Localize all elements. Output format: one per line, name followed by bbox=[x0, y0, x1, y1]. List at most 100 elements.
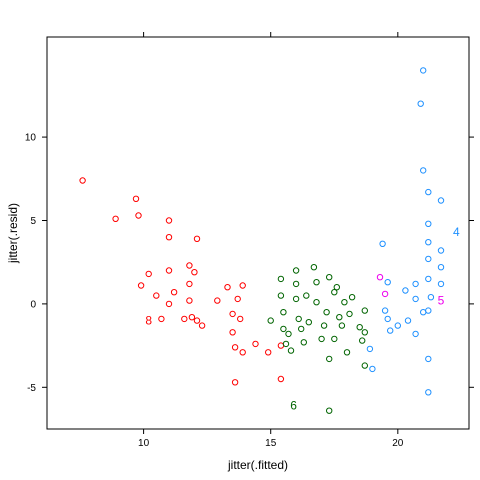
data-point-group-8-12 bbox=[170, 289, 178, 296]
data-point-group-6-4 bbox=[280, 325, 287, 333]
data-point-group-8-34 bbox=[277, 342, 285, 349]
data-point-group-8-21 bbox=[198, 322, 206, 329]
data-point-group-8-10 bbox=[165, 267, 173, 274]
data-point-group-8-26 bbox=[231, 344, 239, 351]
data-point-group-4-4 bbox=[384, 315, 391, 323]
data-point-group-8-23 bbox=[224, 284, 231, 291]
y-tick-label-5: 5 bbox=[30, 216, 36, 227]
data-point-group-4-27 bbox=[437, 247, 445, 254]
data-point-group-4-10 bbox=[412, 280, 419, 288]
data-point-group-4-24 bbox=[425, 389, 432, 396]
data-point-group-5-1 bbox=[381, 290, 389, 298]
data-point-group-6-12 bbox=[298, 325, 305, 333]
data-point-group-6-9 bbox=[292, 280, 300, 288]
x-axis: 10 15 20 bbox=[138, 32, 404, 449]
data-point-group-6-22 bbox=[326, 274, 333, 281]
data-point-group-4-0 bbox=[366, 345, 374, 353]
data-point-group-4-22 bbox=[425, 307, 432, 314]
data-point-group-8-28 bbox=[237, 315, 244, 323]
data-point-group-4-1 bbox=[369, 365, 376, 373]
data-point-group-8-30 bbox=[239, 349, 246, 356]
data-point-group-4-13 bbox=[417, 100, 424, 107]
x-tick-label-20: 20 bbox=[392, 438, 404, 449]
data-point-group-6-5 bbox=[282, 340, 290, 348]
data-point-group-6-13 bbox=[300, 339, 307, 346]
data-point-group-4-14 bbox=[420, 67, 427, 74]
data-point-group-4-6 bbox=[387, 327, 394, 334]
data-point-group-4-20 bbox=[425, 255, 432, 263]
data-point-group-6-38 bbox=[361, 307, 368, 314]
data-point-group-8-0 bbox=[79, 177, 86, 184]
data-point-group-8-19 bbox=[193, 235, 201, 243]
data-point-group-6-31 bbox=[343, 349, 351, 356]
data-point-group-4-19 bbox=[425, 239, 432, 246]
x-tick-label-15: 15 bbox=[265, 438, 277, 449]
data-point-group-6-25 bbox=[331, 335, 338, 343]
data-point-group-4-7 bbox=[394, 322, 401, 329]
data-point-group-5-0 bbox=[376, 274, 384, 281]
data-point-group-6-21 bbox=[323, 309, 330, 316]
data-point-group-8-25 bbox=[229, 329, 236, 336]
data-point-group-8-31 bbox=[252, 340, 259, 348]
data-point-group-6-8 bbox=[292, 267, 300, 274]
x-axis-title: jitter(.fitted) bbox=[227, 458, 288, 472]
data-point-group-8-16 bbox=[186, 297, 193, 304]
data-point-group-6-27 bbox=[333, 284, 340, 291]
data-point-group-6-15 bbox=[305, 319, 312, 326]
y-tick-label-0: 0 bbox=[30, 299, 36, 310]
data-point-group-6-10 bbox=[292, 295, 300, 303]
data-point-group-6-16 bbox=[310, 264, 318, 271]
data-point-group-8-1 bbox=[112, 215, 119, 223]
group-labels: 8 6 4 5 bbox=[145, 225, 460, 412]
data-point-group-6-29 bbox=[338, 322, 346, 329]
data-point-group-8-9 bbox=[165, 234, 173, 241]
group-label-5: 5 bbox=[438, 294, 445, 308]
data-point-group-6-19 bbox=[318, 335, 325, 343]
data-point-group-8-8 bbox=[165, 217, 173, 224]
data-point-group-6-1 bbox=[277, 275, 285, 283]
data-point-group-4-23 bbox=[425, 355, 432, 363]
data-point-group-8-13 bbox=[181, 315, 188, 323]
data-point-group-6-20 bbox=[320, 322, 328, 329]
y-tick-label-10: 10 bbox=[25, 133, 37, 144]
data-point-group-4-3 bbox=[381, 307, 389, 314]
data-point-group-6-0 bbox=[267, 317, 274, 324]
y-axis: -5 0 5 10 bbox=[25, 133, 474, 394]
data-point-group-4-12 bbox=[412, 330, 419, 338]
data-point-group-6-35 bbox=[359, 337, 366, 344]
data-point-group-4-17 bbox=[425, 188, 432, 196]
data-point-group-6-18 bbox=[313, 299, 320, 306]
data-point-group-4-26 bbox=[437, 197, 445, 204]
x-tick-label-10: 10 bbox=[138, 438, 150, 449]
data-point-group-6-30 bbox=[341, 299, 348, 306]
data-point-group-8-7 bbox=[158, 315, 165, 323]
data-point-group-8-27 bbox=[234, 295, 241, 303]
group-label-6: 6 bbox=[290, 399, 297, 413]
data-point-group-6-14 bbox=[303, 292, 310, 299]
data-point-group-8-22 bbox=[214, 297, 221, 304]
data-point-group-6-26 bbox=[331, 289, 338, 296]
data-point-group-6-24 bbox=[326, 407, 333, 414]
data-point-group-8-29 bbox=[239, 282, 246, 289]
data-point-group-8-15 bbox=[186, 280, 193, 288]
group-label-8: 8 bbox=[145, 314, 152, 328]
data-point-group-6-6 bbox=[285, 330, 292, 338]
data-point-group-6-33 bbox=[348, 294, 356, 301]
data-point-group-6-11 bbox=[295, 315, 302, 323]
data-point-group-8-17 bbox=[188, 314, 196, 321]
data-point-group-6-2 bbox=[277, 292, 285, 299]
data-point-group-4-9 bbox=[404, 317, 412, 324]
data-point-group-4-5 bbox=[384, 279, 391, 286]
data-point-group-8-11 bbox=[165, 300, 173, 308]
data-point-group-6-3 bbox=[280, 309, 287, 316]
data-point-group-4-21 bbox=[425, 275, 432, 283]
data-point-group-6-37 bbox=[361, 362, 368, 369]
data-point-group-6-23 bbox=[326, 355, 333, 363]
data-point-group-6-32 bbox=[346, 310, 353, 318]
y-tick-label--5: -5 bbox=[27, 383, 36, 394]
group-label-4: 4 bbox=[453, 225, 460, 239]
data-point-group-8-6 bbox=[153, 292, 160, 299]
data-point-group-4-2 bbox=[379, 240, 386, 248]
data-point-group-8-32 bbox=[265, 349, 272, 356]
